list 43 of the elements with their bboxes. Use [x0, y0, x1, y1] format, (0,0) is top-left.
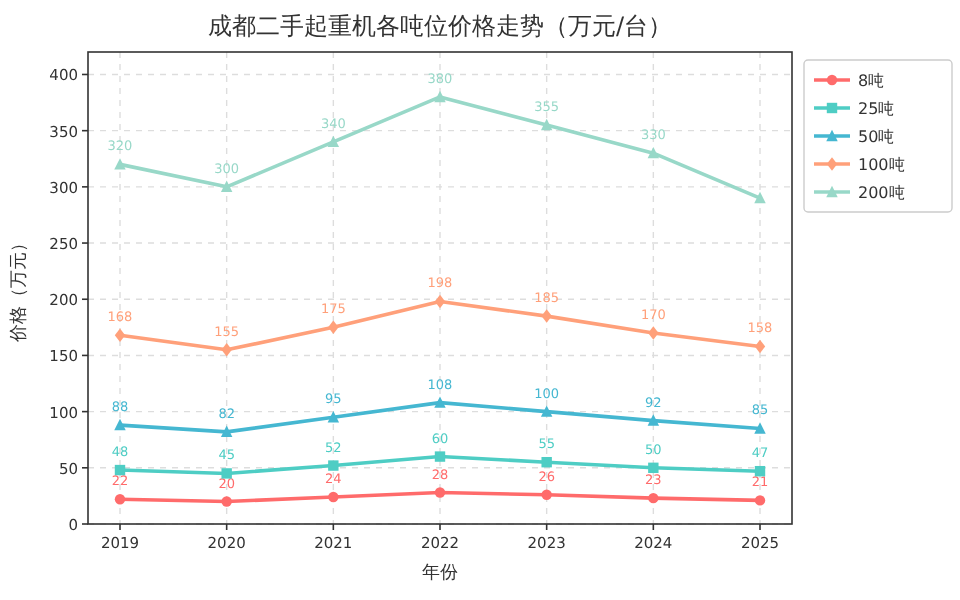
x-axis-title: 年份	[422, 562, 458, 584]
point	[327, 135, 340, 148]
point	[220, 180, 233, 193]
point	[114, 328, 126, 342]
point	[541, 489, 552, 500]
point	[434, 451, 446, 462]
point	[221, 496, 232, 507]
point	[328, 460, 339, 471]
point	[754, 191, 766, 204]
point	[540, 118, 553, 131]
legend-label: 50吨	[858, 128, 895, 146]
point	[221, 468, 232, 479]
point	[114, 464, 126, 476]
point	[221, 343, 232, 357]
point	[541, 456, 552, 468]
point	[434, 487, 446, 498]
point	[434, 294, 446, 309]
point	[647, 414, 660, 426]
point	[434, 396, 446, 408]
point	[754, 495, 766, 506]
legend-label: 8吨	[858, 72, 885, 90]
point	[540, 405, 553, 417]
point	[328, 320, 339, 335]
legend-label: 100吨	[858, 156, 905, 174]
point	[434, 90, 446, 103]
y-axis-title: 价格（万元）	[8, 234, 30, 344]
point	[647, 146, 660, 159]
point	[114, 494, 126, 505]
point	[328, 491, 339, 503]
point	[648, 462, 659, 474]
point	[648, 326, 659, 340]
point	[754, 422, 766, 434]
legend-label: 25吨	[858, 100, 895, 118]
point	[754, 339, 766, 354]
point	[220, 425, 233, 438]
title: 成都二手起重机各吨位价格走势（万元/台）	[207, 12, 673, 40]
point	[754, 465, 766, 477]
point	[327, 411, 340, 423]
point	[648, 492, 659, 504]
point	[114, 158, 126, 170]
point	[114, 418, 126, 431]
legend-label: 200吨	[858, 184, 905, 202]
point	[541, 309, 552, 323]
